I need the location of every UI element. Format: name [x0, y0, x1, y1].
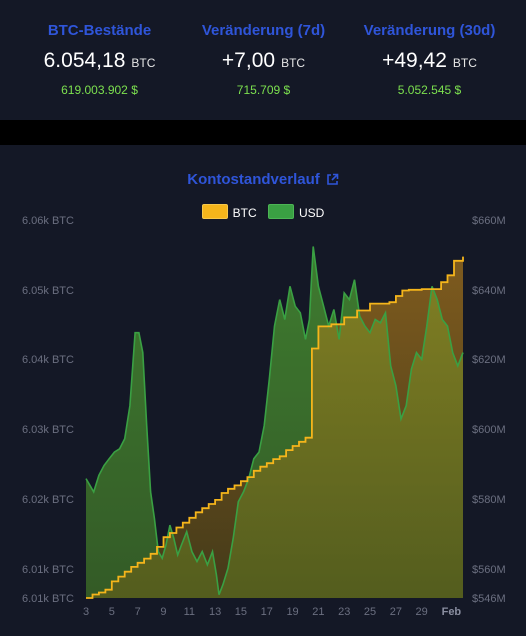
chart-svg: 6.06k BTC 6.05k BTC 6.04k BTC 6.03k BTC 6.02…	[22, 215, 506, 618]
x-tick-label: Feb	[442, 606, 462, 618]
x-tick-label: 17	[261, 606, 273, 618]
x-tick-label: 21	[312, 606, 324, 618]
y-right-tick-label: $620M	[472, 354, 506, 366]
x-tick-label: 9	[160, 606, 166, 618]
stat-value: +7,00 BTC	[176, 49, 351, 75]
x-tick-label: 19	[286, 606, 298, 618]
x-tick-label: 23	[338, 606, 350, 618]
y-right-tick-label: $560M	[472, 564, 506, 576]
y-left-tick-label: 6.04k BTC	[22, 354, 74, 366]
stat-holdings: BTC-Bestände 6.054,18 BTC 619.003.902 $	[12, 0, 187, 97]
x-tick-label: 11	[184, 606, 195, 618]
y-right-tick-label: $546M	[472, 593, 506, 605]
stat-usd: 715.709 $	[236, 83, 291, 97]
y-right-tick-label: $640M	[472, 285, 506, 297]
stat-unit: BTC	[281, 56, 306, 70]
stat-unit: BTC	[452, 56, 477, 70]
legend-item-btc[interactable]: BTC	[201, 204, 257, 220]
stat-unit: BTC	[131, 56, 156, 70]
legend-label: USD	[299, 206, 325, 220]
legend-swatch-btc	[201, 204, 228, 219]
stat-change-30d: Veränderung (30d) +49,42 BTC 5.052.545 $	[342, 0, 517, 97]
btc-line	[86, 256, 464, 599]
stats-panel: BTC-Bestände 6.054,18 BTC 619.003.902 $ V…	[0, 0, 526, 120]
x-tick-label: 25	[364, 606, 376, 618]
external-link-icon	[326, 173, 339, 190]
usd-line	[85, 246, 464, 595]
stat-usd: 5.052.545 $	[397, 83, 462, 97]
x-tick-label: 7	[135, 606, 141, 618]
stat-usd: 619.003.902 $	[61, 83, 138, 97]
y-left-tick-label: 6.06k BTC	[22, 215, 74, 227]
y-right-tick-label: $660M	[472, 215, 506, 227]
chart-title: Kontostandverlauf	[187, 171, 320, 188]
x-tick-label: 5	[109, 606, 115, 618]
y-left-tick-label: 6.01k BTC	[22, 564, 74, 576]
x-tick-label: 13	[209, 606, 221, 618]
x-tick-label: 3	[83, 606, 89, 618]
chart-title-link[interactable]: Kontostandverlauf	[0, 171, 526, 190]
y-left-tick-label: 6.01k BTC	[22, 593, 74, 605]
legend-label: BTC	[232, 206, 257, 220]
btc-area	[86, 256, 463, 598]
stat-value: 6.054,18 BTC	[12, 49, 187, 75]
y-left-tick-label: 6.03k BTC	[22, 424, 74, 436]
usd-area-overlay	[86, 246, 463, 598]
x-tick-label: 29	[416, 606, 428, 618]
stat-number: 6.054,18	[43, 49, 126, 72]
x-tick-label: 27	[390, 606, 402, 618]
legend-swatch-usd	[268, 204, 294, 219]
stat-number: +49,42	[382, 49, 447, 72]
stat-value: +49,42 BTC	[342, 49, 517, 75]
stat-title: Veränderung (30d)	[363, 22, 496, 39]
y-left-tick-label: 6.02k BTC	[22, 494, 74, 506]
stat-title: Veränderung (7d)	[201, 22, 326, 39]
x-tick-label: 15	[235, 606, 247, 618]
y-right-tick-label: $580M	[472, 494, 506, 506]
y-right-tick-label: $600M	[472, 424, 506, 436]
y-left-tick-label: 6.05k BTC	[22, 285, 74, 297]
stat-number: +7,00	[221, 49, 276, 72]
stat-title: BTC-Bestände	[47, 22, 152, 39]
chart-legend: BTC USD	[0, 204, 526, 220]
stat-change-7d: Veränderung (7d) +7,00 BTC 715.709 $	[176, 0, 351, 97]
legend-item-usd[interactable]: USD	[268, 204, 324, 220]
